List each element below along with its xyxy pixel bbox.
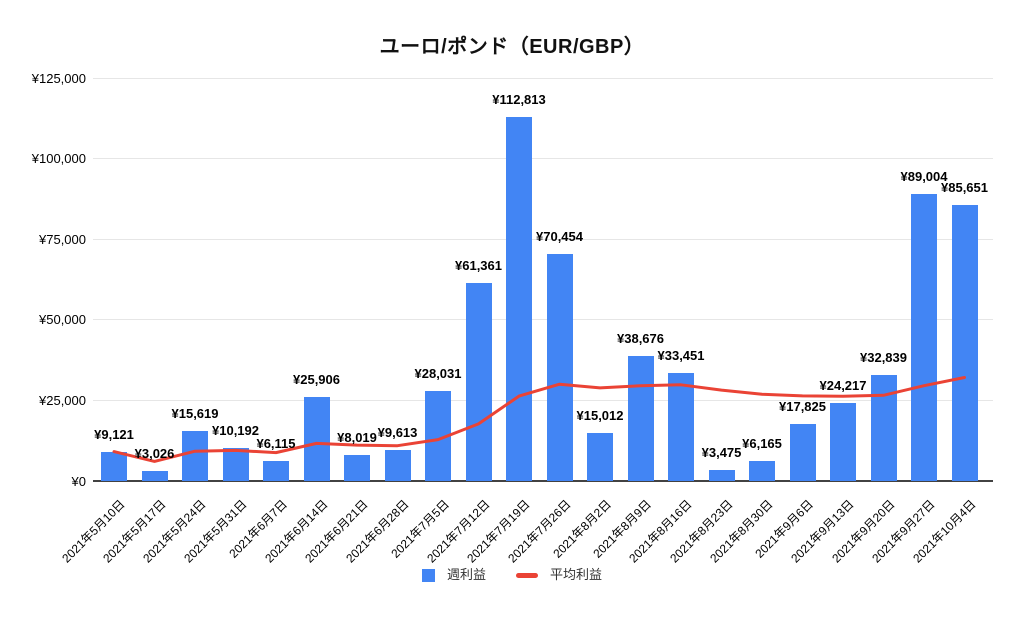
- bar-value-label: ¥112,813: [492, 92, 546, 108]
- x-axis-baseline: [93, 480, 993, 482]
- bar: [830, 402, 856, 481]
- y-tick-label: ¥100,000: [31, 151, 86, 167]
- y-tick-label: ¥0: [71, 473, 86, 489]
- chart-title: ユーロ/ポンド（EUR/GBP）: [379, 36, 645, 58]
- bar-value-label: ¥15,619: [171, 405, 219, 421]
- bar-value-label: ¥28,031: [414, 365, 462, 381]
- bar-value-label: ¥38,676: [617, 331, 664, 347]
- bar-value-label: ¥9,613: [377, 425, 418, 440]
- bar-value-label: ¥8,019: [337, 430, 377, 446]
- bar: [344, 455, 370, 481]
- bar: [141, 471, 168, 481]
- legend-line-label: 平均利益: [550, 567, 603, 582]
- legend-bar-swatch-icon: [421, 568, 435, 582]
- bar-value-label: ¥24,217: [819, 377, 867, 393]
- legend-line-swatch-icon: [516, 572, 538, 578]
- gridline: [93, 158, 993, 160]
- y-tick-label: ¥25,000: [39, 392, 86, 408]
- bar-value-label: ¥89,004: [900, 169, 948, 185]
- y-tick-label: ¥50,000: [39, 312, 86, 328]
- bar: [749, 461, 775, 481]
- bar: [870, 375, 897, 481]
- bar: [951, 204, 978, 481]
- bar-value-label: ¥70,454: [536, 228, 583, 244]
- y-tick-label: ¥75,000: [39, 231, 86, 247]
- bar-value-label: ¥3,026: [134, 446, 175, 462]
- bar: [627, 356, 654, 481]
- bar-value-label: ¥25,906: [293, 372, 340, 388]
- bar: [222, 448, 249, 481]
- bar: [587, 432, 613, 481]
- bar: [303, 397, 330, 481]
- bar: [789, 423, 816, 481]
- gridline: [93, 238, 993, 240]
- bar: [911, 194, 937, 481]
- bar-value-label: ¥33,451: [657, 348, 705, 364]
- bar: [708, 469, 735, 481]
- bar-value-label: ¥10,192: [212, 423, 259, 439]
- legend-bar-label: 週利益: [446, 567, 486, 582]
- bar: [506, 117, 532, 481]
- bar-value-label: ¥15,012: [576, 407, 624, 423]
- bar: [263, 461, 289, 481]
- bar: [182, 430, 208, 481]
- bar-value-label: ¥6,165: [742, 436, 782, 452]
- bar: [101, 451, 127, 481]
- bar: [668, 373, 694, 481]
- bar: [546, 253, 573, 481]
- bar-value-label: ¥85,651: [941, 179, 988, 195]
- gridline: [93, 399, 993, 401]
- legend: 週利益 平均利益: [0, 568, 1024, 582]
- bar: [465, 283, 492, 481]
- bar-value-label: ¥17,825: [779, 398, 826, 414]
- bar: [425, 390, 451, 481]
- bar-value-label: ¥9,121: [94, 426, 134, 442]
- gridline: [93, 319, 993, 321]
- bar-value-label: ¥3,475: [701, 444, 742, 460]
- bar-value-label: ¥32,839: [860, 350, 907, 366]
- bar-value-label: ¥61,361: [455, 258, 502, 274]
- gridline: [93, 77, 993, 79]
- y-tick-label: ¥125,000: [31, 70, 86, 86]
- bar-value-label: ¥6,115: [256, 436, 296, 452]
- bar: [384, 450, 411, 481]
